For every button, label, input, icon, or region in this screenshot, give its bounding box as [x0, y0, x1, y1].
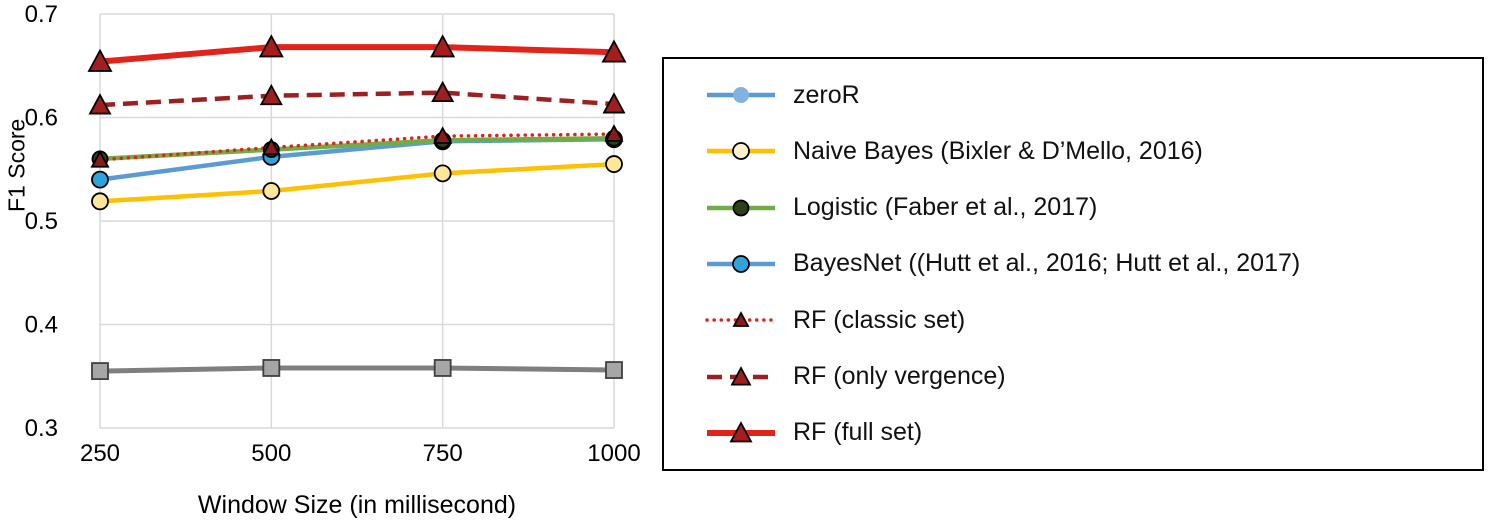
x-axis-title: Window Size (in millisecond) — [197, 491, 517, 519]
triangle-marker — [729, 420, 753, 443]
zeror-square-marker — [605, 361, 623, 379]
legend-key-icon — [707, 255, 775, 273]
legend-item-logistic-faber-et-al-2017: Logistic (Faber et al., 2017) — [704, 193, 1472, 223]
circle-marker — [732, 255, 750, 273]
legend-item-rf-only-vergence: RF (only vergence) — [704, 362, 1472, 392]
legend-key-icon — [707, 142, 775, 161]
legend-item-rf-classic-set: RF (classic set) — [704, 305, 1472, 335]
rf-only-vergence-triangle-marker — [88, 93, 112, 115]
legend-item-label: RF (full set) — [793, 418, 923, 447]
rf-classic-set-triangle-marker — [90, 150, 110, 168]
triangle-marker — [730, 365, 752, 386]
naive-bayes-bixler-d-mello-2016-circle-marker — [605, 155, 623, 173]
y-tick-label: 0.3 — [25, 415, 58, 442]
legend-item-label: RF (only vergence) — [793, 362, 1006, 391]
circle-marker — [732, 142, 750, 161]
x-tick-label: 500 — [251, 440, 291, 467]
x-tick-label: 750 — [423, 440, 463, 467]
legend-item-bayesnet-hutt-et-al-2016-hutt-et-al-2017: BayesNet ((Hutt et al., 2016; Hutt et al… — [704, 249, 1472, 279]
rf-full-set-triangle-marker — [601, 39, 627, 63]
legend-item-label: BayesNet ((Hutt et al., 2016; Hutt et al… — [793, 249, 1301, 278]
legend-key-icon — [707, 365, 775, 386]
rf-full-set-triangle-marker — [430, 34, 456, 58]
y-tick-label: 0.5 — [25, 208, 58, 235]
rf-only-vergence-triangle-marker — [602, 92, 626, 114]
rf-only-vergence-triangle-marker — [259, 83, 283, 106]
series-line-rf-only-vergence — [99, 90, 615, 108]
legend: zeroR Naive Bayes (Bixler & D’Mello, 2016… — [662, 57, 1484, 471]
zeror-square-marker — [91, 362, 109, 380]
line-chart: F1 Score 0.3 0.4 0.5 0.6 0.7 250 500 750 1000 Wi… — [0, 0, 650, 529]
series-line-zeror — [99, 365, 615, 374]
legend-key-icon — [705, 311, 777, 328]
series-line-rf-classic-set — [98, 132, 616, 162]
naive-bayes-bixler-d-mello-2016-circle-marker — [433, 164, 452, 183]
legend-item-zeror: zeroR — [704, 80, 1472, 110]
circle-marker — [732, 199, 750, 217]
legend-item-label: zeroR — [793, 80, 860, 109]
rf-classic-set-triangle-marker — [604, 124, 624, 142]
rf-full-set-triangle-marker — [258, 34, 284, 58]
y-tick-label: 0.4 — [25, 312, 58, 339]
x-tick-label: 1000 — [587, 440, 640, 467]
rf-classic-set-triangle-marker — [433, 126, 453, 144]
plot-area: 0.3 0.4 0.5 0.6 0.7 250 500 750 1000 — [25, 1, 641, 467]
zeror-square-marker — [262, 359, 281, 377]
legend-item-rf-full-set: RF (full set) — [704, 418, 1472, 448]
rf-classic-set-triangle-marker — [261, 137, 281, 156]
rf-only-vergence-triangle-marker — [431, 80, 455, 103]
legend-key-icon — [707, 87, 775, 104]
zeror-square-marker — [433, 359, 452, 377]
triangle-marker — [732, 311, 750, 328]
series-line-rf-full-set — [99, 44, 615, 65]
y-tick-label: 0.6 — [25, 105, 58, 132]
y-tick-label: 0.7 — [25, 1, 58, 28]
legend-key-icon — [707, 420, 775, 443]
bayesnet-hutt-et-al-2016-hutt-et-al-2017-circle-marker — [91, 170, 109, 189]
naive-bayes-bixler-d-mello-2016-circle-marker — [262, 182, 281, 200]
rf-full-set-triangle-marker — [87, 48, 113, 72]
legend-item-label: Logistic (Faber et al., 2017) — [793, 193, 1098, 222]
naive-bayes-bixler-d-mello-2016-circle-marker — [91, 192, 109, 211]
legend-item-naive-bayes-bixler-d-mello-2016: Naive Bayes (Bixler & D’Mello, 2016) — [704, 136, 1472, 166]
x-tick-label: 250 — [80, 440, 120, 467]
circle-marker — [733, 87, 749, 104]
series-line-naive-bayes-bixler-d-mello-2016 — [99, 161, 615, 204]
legend-item-label: RF (classic set) — [793, 305, 966, 334]
legend-key-icon — [707, 199, 775, 217]
legend-item-label: Naive Bayes (Bixler & D’Mello, 2016) — [793, 136, 1203, 165]
